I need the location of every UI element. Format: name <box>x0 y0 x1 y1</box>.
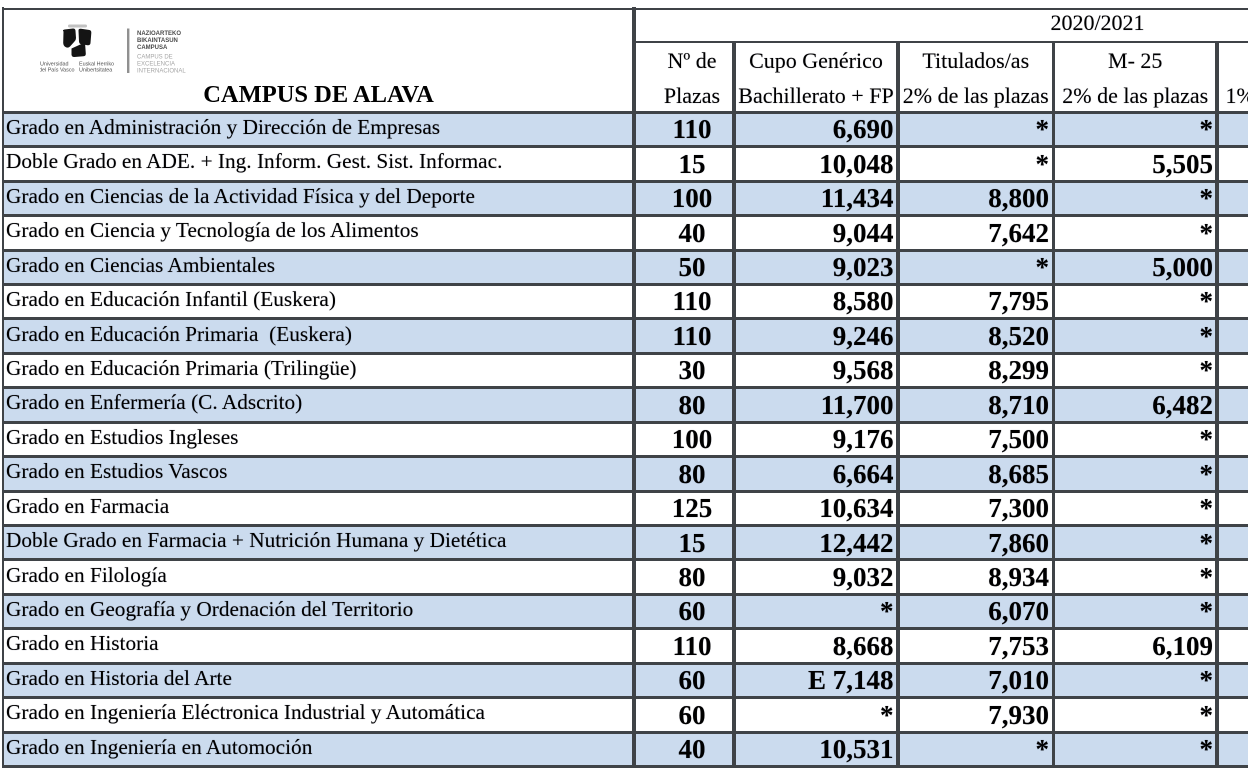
svg-text:Euskal Herriko: Euskal Herriko <box>79 62 114 68</box>
svg-text:BIKAINTASUN: BIKAINTASUN <box>137 38 178 44</box>
svg-text:CAMPUS DE: CAMPUS DE <box>137 55 173 61</box>
svg-text:Unibertsitatea: Unibertsitatea <box>79 68 112 74</box>
svg-text:NAZIOARTEKO: NAZIOARTEKO <box>137 31 181 37</box>
svg-text:EXCELENCIA: EXCELENCIA <box>137 62 175 68</box>
svg-text:INTERNACIONAL: INTERNACIONAL <box>137 69 186 75</box>
svg-text:del País Vasco: del País Vasco <box>40 68 75 74</box>
svg-text:CAMPUSA: CAMPUSA <box>137 45 168 51</box>
svg-text:Universidad: Universidad <box>40 62 68 68</box>
